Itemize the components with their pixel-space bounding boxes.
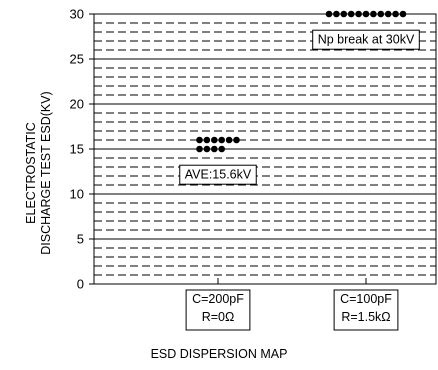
- x-axis-ticks: [217, 278, 367, 284]
- data-point: [196, 136, 203, 144]
- data-point: [347, 10, 355, 18]
- data-point: [211, 136, 218, 144]
- data-point: [203, 145, 211, 153]
- x-axis-title: ESD DISPERSION MAP: [150, 347, 288, 361]
- annotations: AVE:15.6kV Np break at 30kV: [179, 29, 420, 185]
- data-point: [325, 10, 333, 18]
- category-label: C=200pF R=0Ω: [185, 289, 251, 331]
- y-tick-label: 15: [70, 142, 84, 157]
- data-point: [218, 145, 225, 153]
- category-labels: C=200pF R=0Ω C=100pF R=1.5kΩ: [185, 289, 399, 331]
- data-point: [196, 145, 203, 153]
- data-point: [399, 10, 407, 18]
- data-point: [233, 136, 240, 144]
- data-point: [362, 10, 370, 18]
- category-label-box: [333, 289, 399, 331]
- annotation-text: Np break at 30kV: [318, 33, 415, 47]
- data-point: [333, 10, 340, 18]
- y-axis-ticks: 0 5 10 15 20 25 30: [70, 7, 94, 292]
- data-point: [355, 10, 362, 18]
- y-tick-label: 10: [70, 187, 84, 202]
- annotation-text: AVE:15.6kV: [185, 168, 252, 182]
- annotation: Np break at 30kV: [312, 29, 420, 50]
- data-points: [196, 10, 407, 153]
- y-tick-label: 25: [70, 52, 84, 67]
- annotation: AVE:15.6kV: [179, 164, 257, 185]
- data-point: [203, 136, 211, 144]
- category-label: C=100pF R=1.5kΩ: [333, 289, 399, 331]
- annotation-box: [179, 164, 257, 185]
- y-tick-label: 0: [77, 277, 84, 292]
- y-tick-label: 20: [70, 97, 84, 112]
- data-point: [384, 10, 392, 18]
- y-axis-title-line-2: DISCHARGE TEST ESD(KV): [39, 91, 53, 255]
- grid-lines: [94, 22, 436, 276]
- y-axis-title: ELECTROSTATIC DISCHARGE TEST ESD(KV): [4, 91, 74, 254]
- data-point: [392, 10, 399, 18]
- data-point: [377, 10, 385, 18]
- category-label-line: C=200pF: [192, 292, 244, 306]
- category-label-box: [185, 289, 251, 331]
- data-point: [211, 145, 218, 153]
- data-point: [218, 136, 225, 144]
- y-tick-label: 5: [77, 232, 84, 247]
- annotation-box: [312, 29, 420, 50]
- category-label-line: C=100pF: [340, 292, 392, 306]
- data-point: [370, 10, 377, 18]
- category-label-line: R=1.5kΩ: [341, 310, 390, 324]
- data-point: [225, 136, 233, 144]
- category-label-line: R=0Ω: [202, 310, 235, 324]
- y-tick-label: 30: [70, 7, 84, 22]
- y-axis-title-line-1: ELECTROSTATIC: [24, 122, 38, 224]
- data-point: [340, 10, 348, 18]
